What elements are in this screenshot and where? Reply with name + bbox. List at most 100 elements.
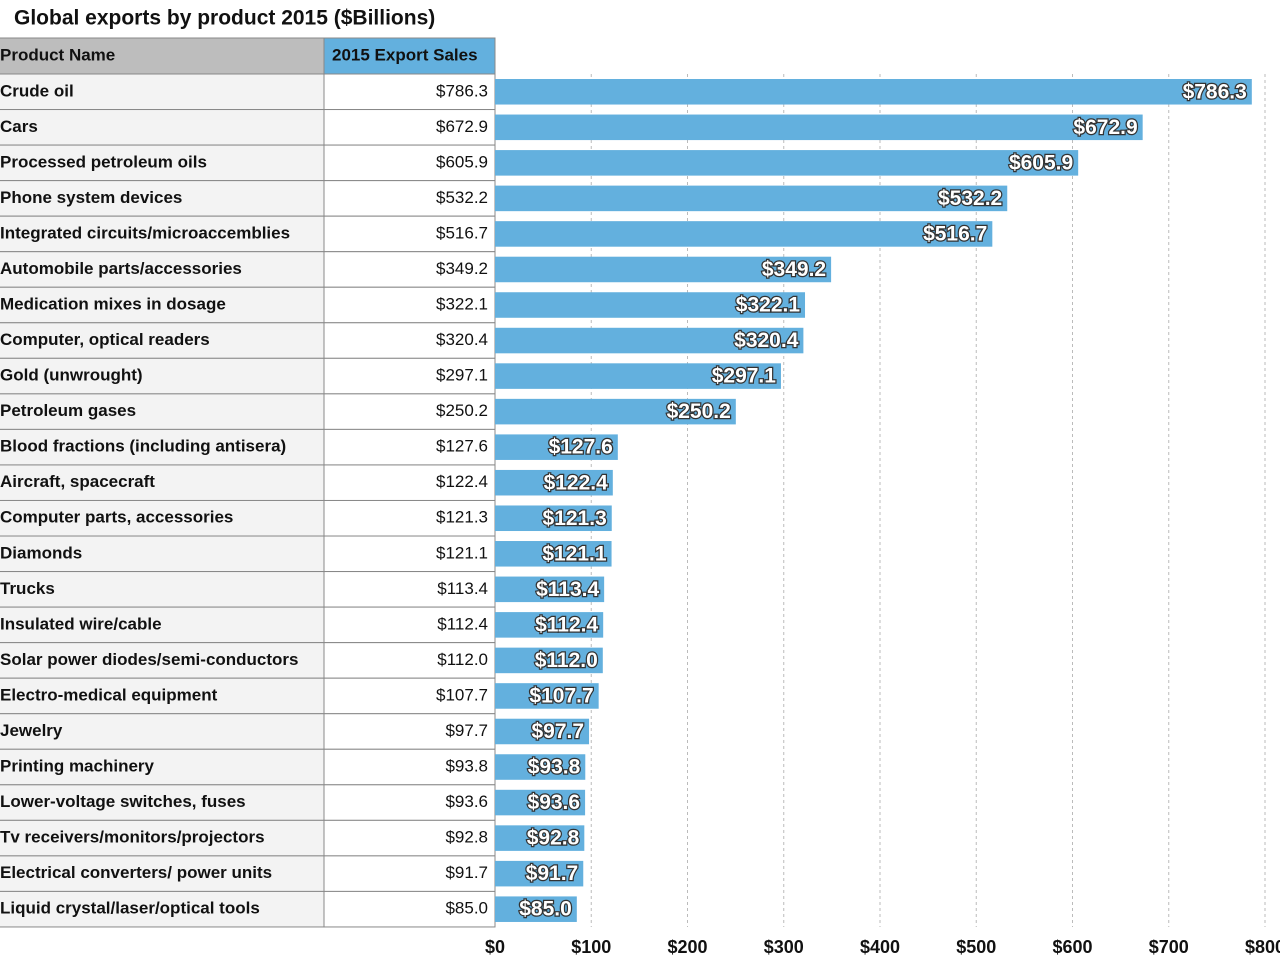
bar bbox=[495, 363, 781, 389]
x-tick-label: $100 bbox=[571, 937, 611, 957]
table-cell bbox=[323, 180, 496, 217]
sales-cell: $250.2 bbox=[436, 401, 488, 420]
product-name: Computer, optical readers bbox=[0, 330, 210, 349]
x-tick-label: $0 bbox=[485, 937, 505, 957]
product-name: Lower-voltage switches, fuses bbox=[0, 792, 246, 811]
bar-label: $112.0 bbox=[535, 649, 598, 672]
table-cell bbox=[0, 286, 325, 324]
bar bbox=[495, 718, 590, 745]
sales-cell: $605.9 bbox=[436, 152, 488, 171]
bar bbox=[495, 754, 586, 780]
x-tick-label: $600 bbox=[1052, 937, 1092, 957]
bar bbox=[495, 292, 806, 318]
table-cell bbox=[0, 535, 325, 573]
sales-cell: $672.9 bbox=[436, 117, 488, 136]
bar-label: $112.4 bbox=[535, 613, 598, 636]
table-cell bbox=[323, 535, 496, 573]
table-cell bbox=[323, 819, 496, 857]
sales-cell: $91.7 bbox=[445, 863, 488, 882]
sales-cell: $349.2 bbox=[436, 259, 488, 278]
sales-cell: $92.8 bbox=[445, 828, 488, 847]
bar bbox=[495, 327, 804, 354]
sales-cell: $516.7 bbox=[436, 223, 488, 242]
table-cell bbox=[0, 180, 325, 217]
bar-label: $786.3 bbox=[1183, 80, 1247, 103]
sales-cell: $93.6 bbox=[445, 792, 488, 811]
product-name: Printing machinery bbox=[0, 757, 155, 776]
bar bbox=[495, 221, 993, 247]
table-cell bbox=[323, 499, 496, 537]
bar bbox=[495, 469, 613, 496]
bar-label: $121.3 bbox=[543, 507, 607, 530]
bar bbox=[495, 398, 736, 425]
product-name: Electro-medical equipment bbox=[0, 685, 218, 704]
bar bbox=[495, 860, 584, 887]
bar bbox=[495, 825, 585, 851]
x-tick-label: $400 bbox=[860, 937, 900, 957]
sales-cell: $113.4 bbox=[437, 579, 488, 598]
table-cell bbox=[323, 464, 496, 501]
table-cell bbox=[323, 855, 496, 892]
bar bbox=[495, 256, 832, 283]
product-name: Tv receivers/monitors/projectors bbox=[0, 828, 265, 847]
bar-label: $97.7 bbox=[531, 720, 584, 743]
table-cell bbox=[323, 393, 496, 430]
sales-cell: $322.1 bbox=[436, 294, 488, 313]
table-cell bbox=[323, 677, 496, 715]
product-name: Cars bbox=[0, 117, 38, 136]
table-cell bbox=[0, 251, 325, 288]
sales-cell: $320.4 bbox=[436, 330, 488, 349]
bar bbox=[495, 114, 1143, 141]
bar-label: $92.8 bbox=[527, 827, 580, 850]
table-cell bbox=[323, 144, 496, 182]
table-cell bbox=[0, 677, 325, 715]
product-name: Phone system devices bbox=[0, 188, 182, 207]
sales-cell: $786.3 bbox=[436, 81, 488, 100]
sales-cell: $93.8 bbox=[445, 757, 488, 776]
table-cell bbox=[0, 642, 325, 679]
bar-label: $349.2 bbox=[762, 258, 826, 281]
table-cell bbox=[0, 890, 325, 928]
bar bbox=[495, 576, 605, 603]
header-cell bbox=[323, 37, 496, 75]
table-cell bbox=[323, 109, 496, 146]
table-cell bbox=[323, 606, 496, 644]
bar-label: $127.6 bbox=[549, 436, 613, 459]
bar-label: $93.6 bbox=[528, 791, 581, 814]
bar-label: $93.8 bbox=[528, 756, 581, 779]
product-name: Medication mixes in dosage bbox=[0, 294, 226, 313]
bar-label: $672.9 bbox=[1073, 116, 1137, 139]
table-cell bbox=[0, 571, 325, 608]
product-name: Integrated circuits/microaccemblies bbox=[0, 223, 290, 242]
product-name: Solar power diodes/semi-conductors bbox=[0, 650, 299, 669]
bar-label: $532.2 bbox=[938, 187, 1002, 210]
table-cell bbox=[0, 322, 325, 359]
bar-label: $85.0 bbox=[519, 898, 572, 921]
bar bbox=[495, 896, 577, 922]
bar bbox=[495, 683, 599, 709]
bar bbox=[495, 434, 618, 460]
product-name: Insulated wire/cable bbox=[0, 614, 162, 633]
bar bbox=[495, 79, 1252, 105]
bar bbox=[495, 185, 1008, 212]
product-name: Automobile parts/accessories bbox=[0, 259, 242, 278]
bar bbox=[495, 789, 586, 816]
x-tick-label: $200 bbox=[667, 937, 707, 957]
sales-cell: $121.1 bbox=[436, 543, 488, 562]
product-name: Computer parts, accessories bbox=[0, 508, 233, 527]
bar-label: $107.7 bbox=[529, 684, 593, 707]
table-cell bbox=[323, 784, 496, 821]
sales-cell: $127.6 bbox=[436, 437, 488, 456]
bar-label: $122.4 bbox=[544, 471, 609, 494]
table-cell bbox=[323, 215, 496, 253]
table-cell bbox=[323, 748, 496, 786]
product-name: Liquid crystal/laser/optical tools bbox=[0, 899, 260, 918]
bar-label: $297.1 bbox=[712, 365, 777, 388]
product-name: Gold (unwrought) bbox=[0, 366, 143, 385]
x-tick-label: $500 bbox=[956, 937, 996, 957]
table-cell bbox=[323, 428, 496, 466]
bar-label: $250.2 bbox=[667, 400, 731, 423]
sales-cell: $97.7 bbox=[445, 721, 488, 740]
product-name: Blood fractions (including antisera) bbox=[0, 437, 286, 456]
bar-label: $516.7 bbox=[923, 222, 987, 245]
